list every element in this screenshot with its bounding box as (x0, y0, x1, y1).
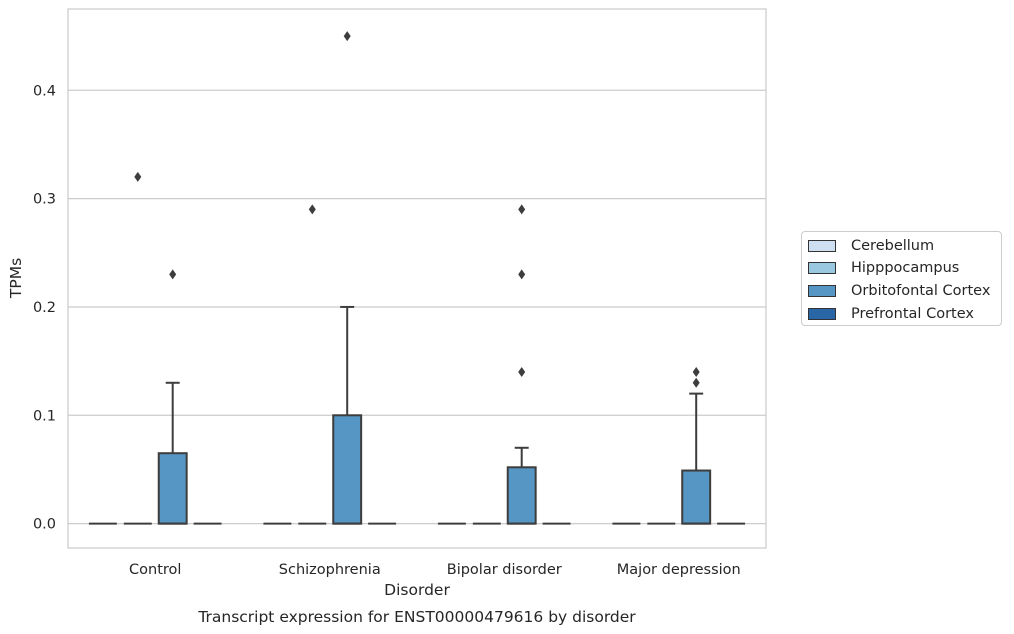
legend-swatch-orbitofrontal-cortex (808, 285, 836, 297)
y-tick-label: 0.1 (33, 408, 56, 424)
y-tick-label: 0.0 (33, 517, 56, 533)
y-tick-label: 0.2 (33, 300, 56, 316)
box-orbitofontal-cortex (506, 204, 537, 525)
x-tick-label: Control (129, 562, 181, 578)
box-orbitofontal-cortex (681, 366, 712, 525)
box-orbitofontal-cortex (157, 269, 188, 525)
outlier-point (518, 269, 526, 280)
outlier-point (518, 366, 526, 377)
outlier-point (134, 171, 142, 182)
legend-item-prefrontal-cortex: Prefrontal Cortex (808, 304, 974, 324)
y-axis-title: TPMs (7, 258, 25, 299)
x-tick-labels: Control Schizophrenia Bipolar disorder Majo… (129, 562, 741, 578)
legend-label-prefrontal-cortex: Prefrontal Cortex (851, 306, 974, 322)
y-tick-labels: 0.0 0.1 0.2 0.3 0.4 (33, 83, 56, 532)
legend-label-orbitofrontal-cortex: Orbitofontal Cortex (851, 283, 991, 299)
box-hipppocampus (123, 171, 152, 525)
outlier-point (692, 366, 700, 377)
legend-item-cerebellum: Cerebellum (808, 236, 934, 256)
legend-swatch-hippocampus (808, 262, 836, 274)
box-body (506, 466, 537, 525)
box-body (332, 414, 363, 525)
y-tick-label: 0.3 (33, 192, 56, 208)
outlier-point (308, 204, 316, 215)
plot-frame (67, 8, 767, 549)
outlier-point (343, 31, 351, 42)
box-hipppocampus (298, 204, 327, 525)
box-body (681, 469, 712, 525)
chart-caption: Transcript expression for ENST0000047961… (197, 608, 636, 626)
outlier-point (169, 269, 177, 280)
x-tick-label: Major depression (617, 562, 741, 578)
x-tick-label: Schizophrenia (279, 562, 381, 578)
x-axis-title: Disorder (384, 581, 450, 599)
plot-marks (88, 31, 746, 525)
y-tick-label: 0.4 (33, 83, 56, 99)
legend-swatch-cerebellum (808, 240, 836, 252)
box-body (157, 452, 188, 525)
outlier-point (518, 204, 526, 215)
x-tick-label: Bipolar disorder (447, 562, 562, 578)
box-orbitofontal-cortex (332, 31, 363, 525)
legend-item-hippocampus: Hipppocampus (808, 258, 959, 278)
legend-label-hippocampus: Hipppocampus (851, 260, 960, 276)
legend: Cerebellum Hipppocampus Orbitofontal Cor… (801, 231, 1002, 326)
legend-item-orbitofrontal-cortex: Orbitofontal Cortex (808, 281, 990, 301)
legend-swatch-prefrontal-cortex (808, 308, 836, 320)
outlier-point (692, 377, 700, 388)
legend-label-cerebellum: Cerebellum (851, 238, 935, 254)
